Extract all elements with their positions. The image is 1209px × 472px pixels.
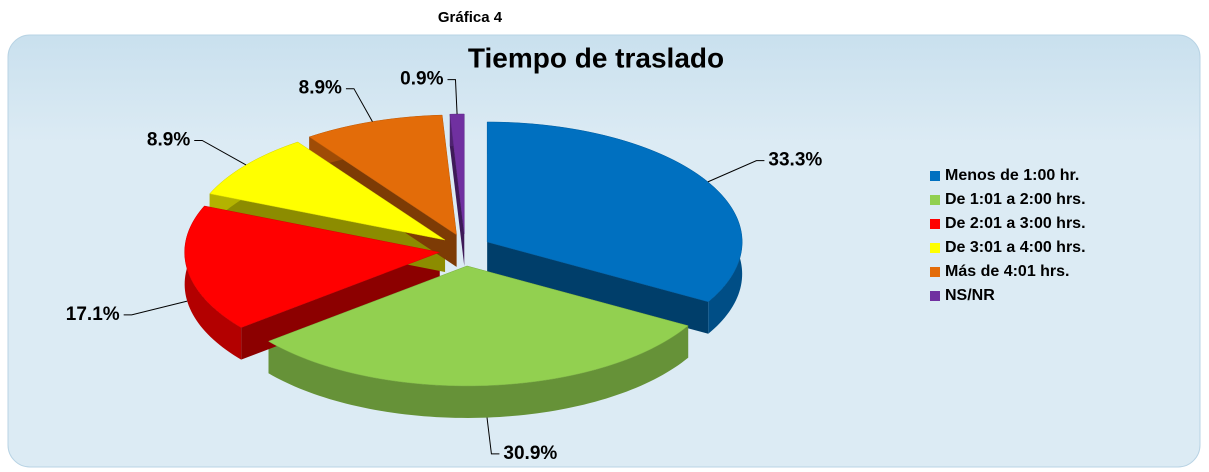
leader-line xyxy=(486,417,500,455)
slice xyxy=(184,205,441,328)
legend-swatch xyxy=(930,171,940,181)
slice xyxy=(308,114,457,236)
legend-swatch xyxy=(930,267,940,277)
chart-supertitle: Gráfica 4 xyxy=(438,9,503,26)
legend-label: NS/NR xyxy=(945,287,995,304)
legend-label: De 3:01 a 4:00 hrs. xyxy=(945,239,1086,256)
chart-title: Tiempo de traslado xyxy=(468,42,724,73)
data-label: 17.1% xyxy=(66,304,120,325)
legend-swatch xyxy=(930,219,940,229)
legend-label: Menos de 1:00 hr. xyxy=(945,167,1079,184)
leader-line xyxy=(447,79,458,115)
legend-label: De 2:01 a 3:00 hrs. xyxy=(945,215,1086,232)
data-label: 8.9% xyxy=(299,78,342,99)
slice xyxy=(267,265,689,387)
data-label: 30.9% xyxy=(503,443,557,464)
data-label: 0.9% xyxy=(400,69,443,90)
legend-label: Más de 4:01 hrs. xyxy=(945,263,1070,280)
legend-swatch xyxy=(930,291,940,301)
slice-side xyxy=(268,325,689,418)
legend-swatch xyxy=(930,243,940,253)
data-label: 33.3% xyxy=(768,150,822,171)
data-label: 8.9% xyxy=(147,129,190,150)
leader-line xyxy=(707,160,765,183)
slice xyxy=(449,113,465,235)
slice-side xyxy=(487,241,709,334)
leader-line xyxy=(194,139,247,166)
slice xyxy=(209,141,446,241)
leader-line xyxy=(123,300,188,316)
leader-line xyxy=(345,88,373,122)
legend-label: De 1:01 a 2:00 hrs. xyxy=(945,191,1086,208)
legend-swatch xyxy=(930,195,940,205)
slice-side xyxy=(449,114,465,267)
